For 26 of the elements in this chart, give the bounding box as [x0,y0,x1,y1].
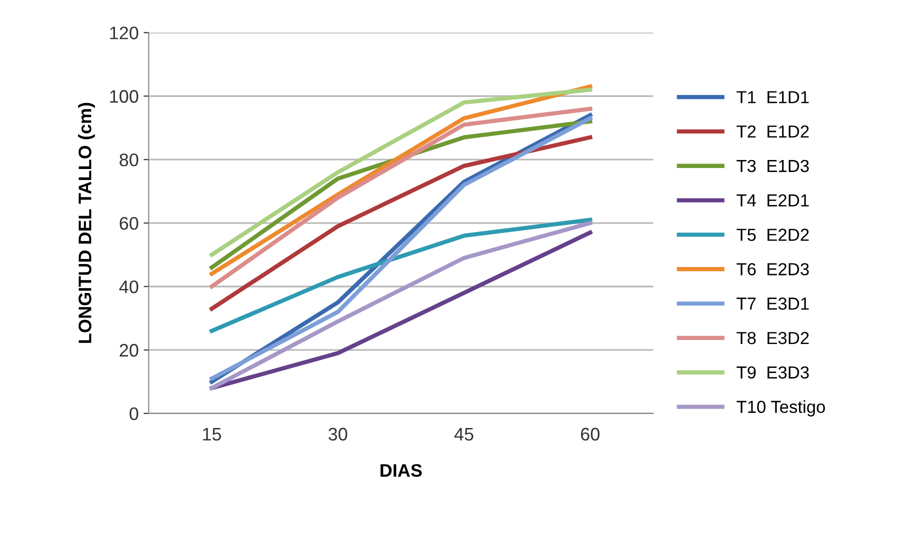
y-tick-label: 120 [110,26,138,40]
line-series [210,135,592,311]
legend-label: T2 E1D2 [736,125,809,138]
legend-label: T8 E3D2 [736,332,809,344]
y-tick-label: 100 [110,90,138,103]
x-tick-label: 30 [328,428,348,441]
y-tick-label: 20 [120,344,138,357]
legend-label: T10 Testigo [736,400,825,416]
y-tick-label: 40 [119,280,138,294]
legend-label: T1 E1D1 [736,91,809,104]
legend-label: T6 E2D3 [736,263,809,276]
x-tick-label: 45 [454,428,474,441]
y-axis-title: LONGITUD DEL TALLO (cm) [78,102,95,343]
legend-label: T4 E2D1 [736,194,809,206]
y-tick-label: 0 [130,407,138,420]
x-tick-label: 60 [581,428,600,441]
line-series [210,218,592,334]
y-tick-label: 60 [120,216,138,230]
x-tick-label: 15 [203,428,222,441]
line-series [210,106,592,289]
legend-label: T3 E1D3 [736,160,809,172]
x-axis-title: DIAS [380,464,422,477]
y-tick-label: 80 [120,154,138,166]
legend-label: T7 E3D1 [736,297,809,310]
legend-label: T9 E3D3 [736,366,809,379]
legend-label: T5 E2D2 [736,228,809,241]
